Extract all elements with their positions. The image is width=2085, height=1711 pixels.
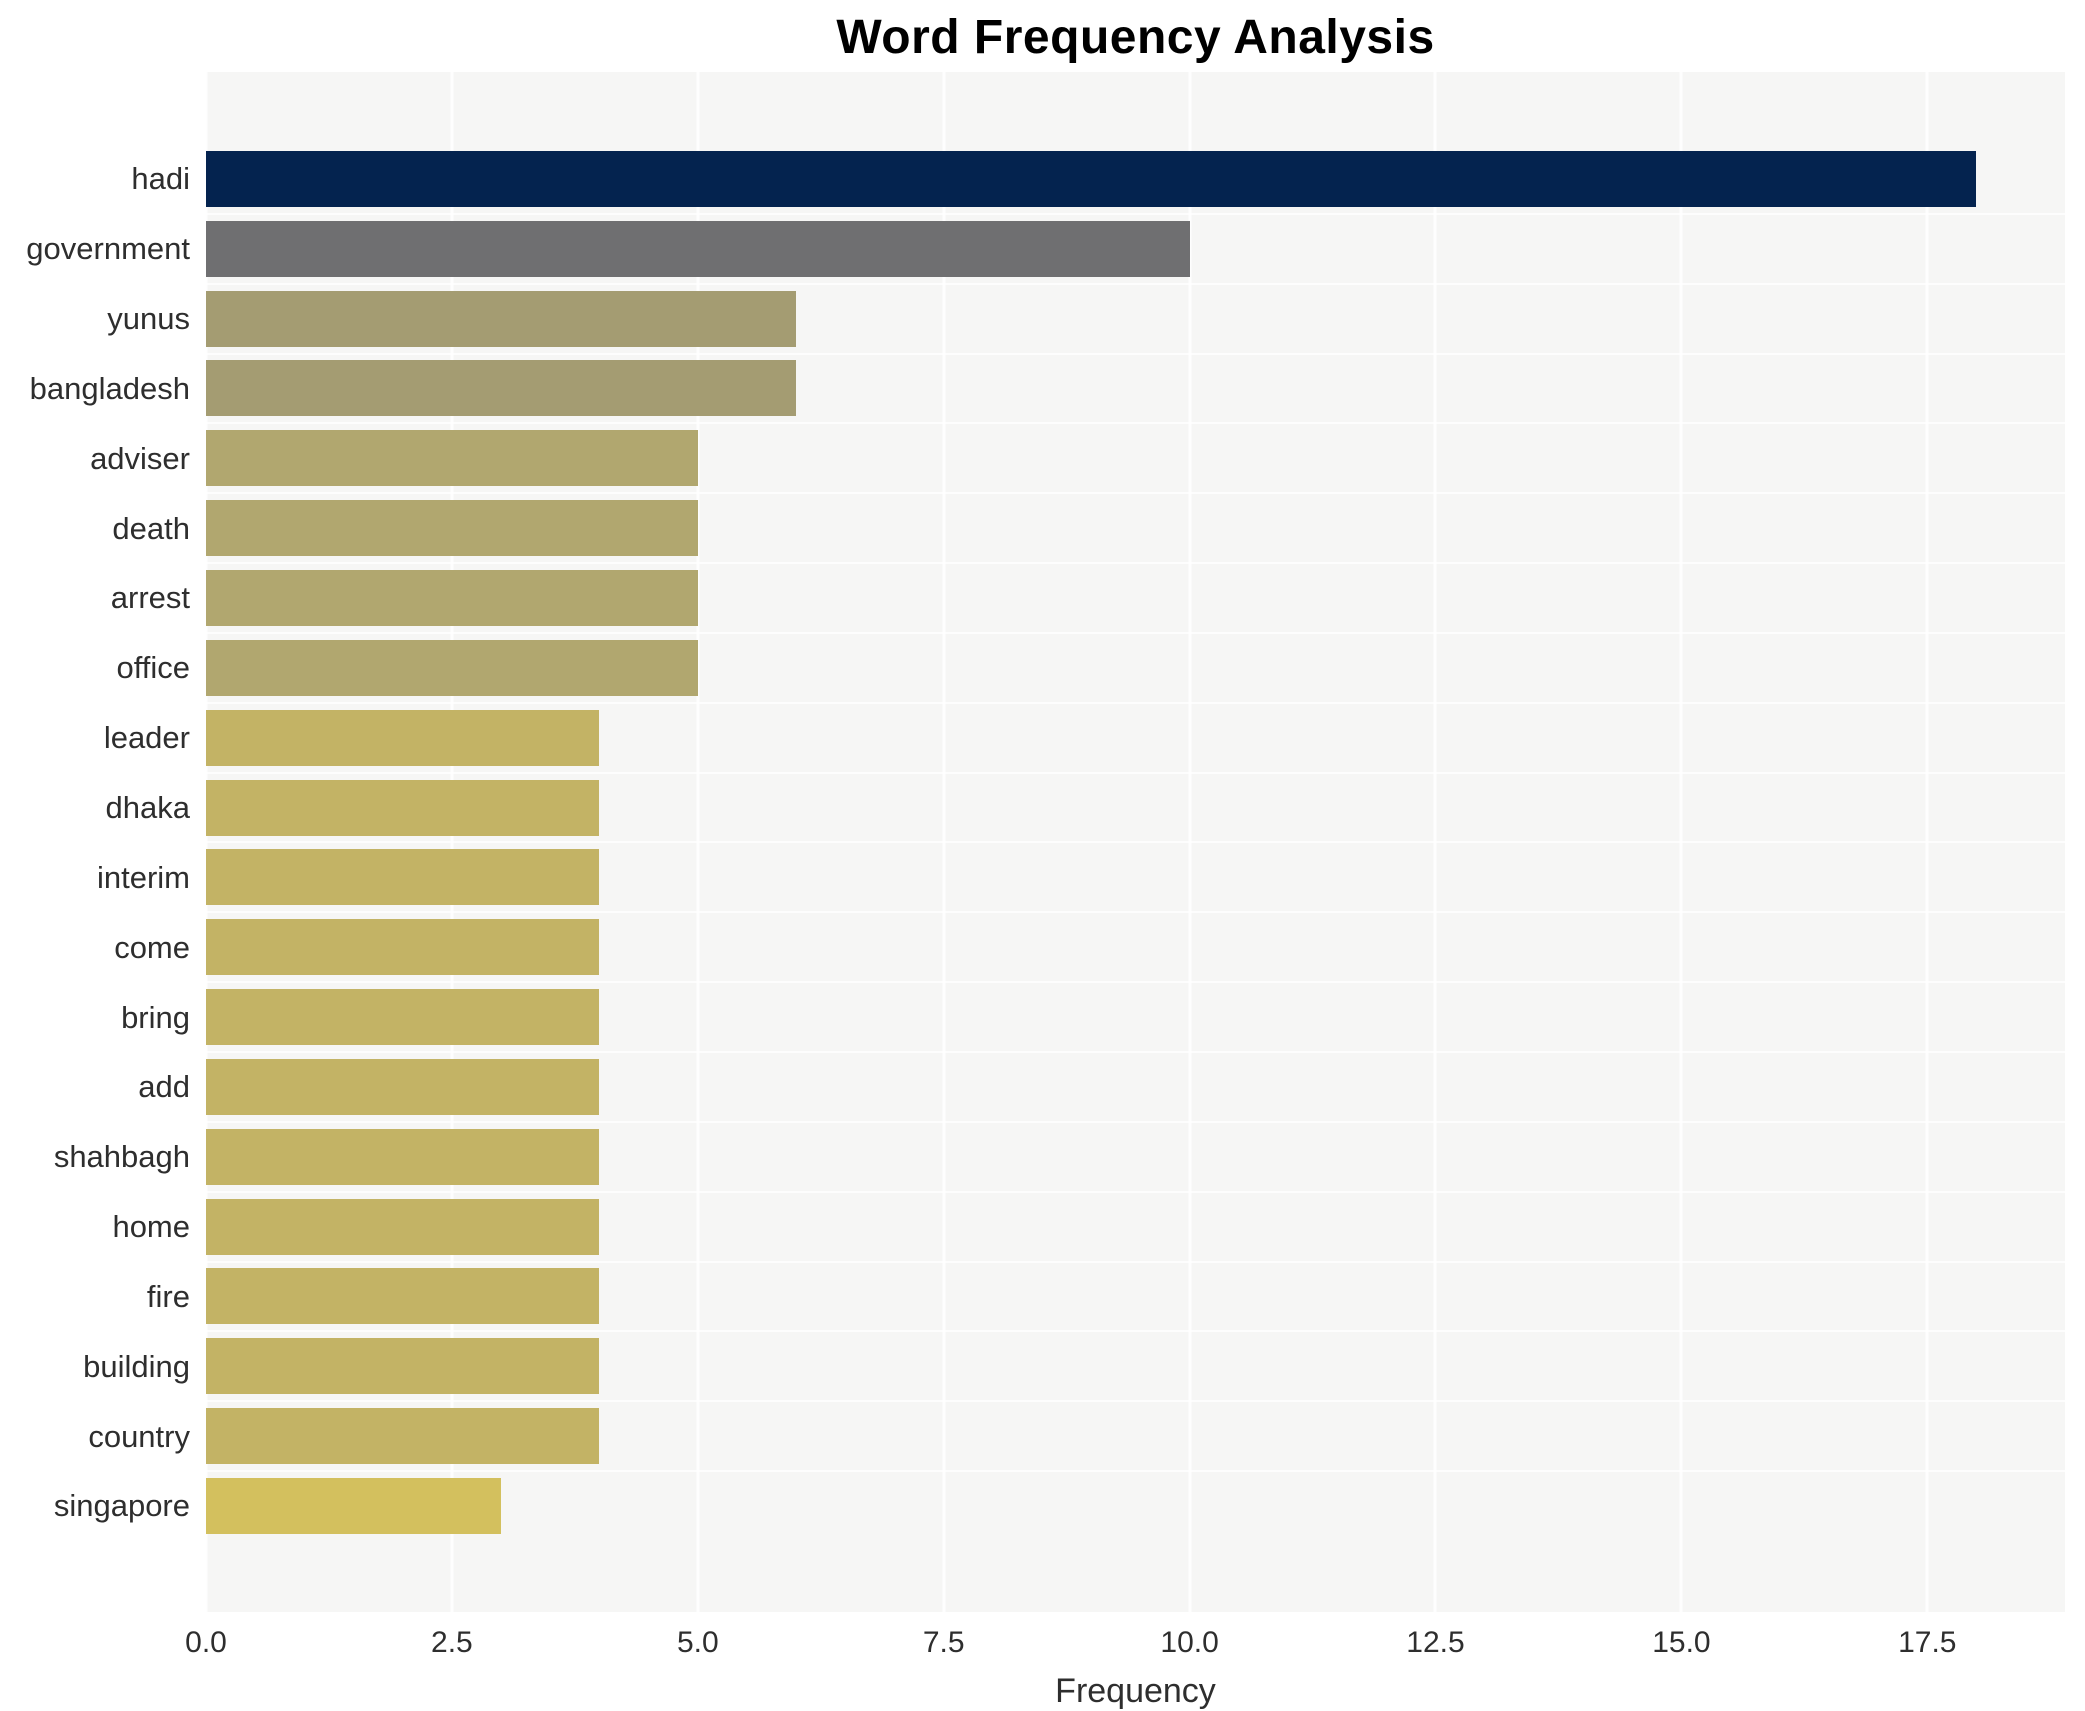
x-tick-label: 17.5 <box>1898 1626 1957 1659</box>
x-tick-label: 15.0 <box>1652 1626 1711 1659</box>
bar-row: arrest <box>111 562 2065 632</box>
y-tick-label: country <box>88 1418 190 1454</box>
bar-hadi <box>206 150 1977 207</box>
bar-country <box>206 1408 600 1465</box>
y-tick-label: hadi <box>131 161 190 197</box>
bar-singapore <box>206 1477 502 1534</box>
x-tick-label: 7.5 <box>922 1626 965 1659</box>
bar-row: fire <box>147 1260 2065 1331</box>
y-tick-label: come <box>114 929 190 965</box>
bar-row: home <box>112 1190 2065 1261</box>
y-tick-label: bring <box>121 999 190 1035</box>
bar-row: bangladesh <box>30 352 2065 423</box>
y-tick-label: building <box>83 1348 190 1384</box>
bar-fire <box>206 1268 600 1325</box>
bar-shahbagh <box>206 1128 600 1185</box>
y-tick-label: add <box>138 1069 190 1105</box>
y-tick-label: adviser <box>90 440 190 476</box>
y-tick-label: home <box>112 1209 190 1245</box>
bar-building <box>206 1338 600 1395</box>
y-tick-label: government <box>26 231 190 267</box>
y-tick-label: fire <box>146 1278 190 1314</box>
bar-government <box>206 220 1190 277</box>
bar-row: dhaka <box>106 771 2065 842</box>
x-tick-label: 10.0 <box>1160 1626 1219 1659</box>
bar-row: leader <box>104 701 2065 772</box>
bar-adviser <box>206 430 698 487</box>
bar-bring <box>206 989 600 1046</box>
bar-home <box>206 1198 600 1255</box>
bar-row: add <box>138 1050 2065 1121</box>
y-tick-label: shahbagh <box>53 1139 190 1175</box>
bar-row: shahbagh <box>54 1120 2065 1191</box>
x-tick-label: 5.0 <box>676 1626 719 1659</box>
bar-row: office <box>116 631 2065 702</box>
y-tick-label: singapore <box>53 1488 190 1524</box>
bar-office <box>206 639 698 696</box>
bar-add <box>206 1058 600 1115</box>
bar-row: death <box>112 492 2065 562</box>
bar-row: hadi <box>131 145 2065 213</box>
bar-row: government <box>26 212 2065 283</box>
y-tick-label: dhaka <box>105 790 190 826</box>
bar-bangladesh <box>206 360 797 417</box>
bar-row: come <box>114 911 2065 981</box>
y-tick-label: death <box>112 510 190 546</box>
bar-come <box>206 919 600 976</box>
x-axis-label: Frequency <box>1055 1672 1216 1710</box>
x-tick-label: 2.5 <box>431 1626 473 1659</box>
bar-row: country <box>88 1400 2065 1470</box>
chart-title: Word Frequency Analysis <box>836 11 1435 64</box>
bar-dhaka <box>206 779 600 836</box>
y-tick-label: bangladesh <box>29 370 190 406</box>
bar-row: interim <box>97 841 2065 911</box>
y-tick-label: yunus <box>107 301 190 337</box>
bar-yunus <box>206 290 797 347</box>
y-tick-label: interim <box>96 859 190 895</box>
x-tick-label: 0.0 <box>185 1626 227 1659</box>
y-tick-label: arrest <box>110 580 190 616</box>
bar-row: building <box>83 1330 2065 1400</box>
y-tick-label: office <box>116 650 190 686</box>
plot-area: hadi government yunus bangladesh adviser deat… <box>26 72 2065 1612</box>
bar-row: bring <box>121 981 2065 1051</box>
y-tick-label: leader <box>103 720 190 756</box>
bar-arrest <box>206 569 698 626</box>
bar-row: adviser <box>90 422 2065 492</box>
bars: hadi government yunus bangladesh adviser deat… <box>26 145 2065 1540</box>
bar-row: singapore <box>54 1470 2065 1540</box>
bar-leader <box>206 709 600 766</box>
bar-interim <box>206 849 600 906</box>
x-tick-label: 12.5 <box>1406 1626 1465 1659</box>
x-axis-ticks: 0.0 2.5 5.0 7.5 10.0 12.5 15.0 17.5 <box>185 1626 2065 1666</box>
bar-row: yunus <box>107 282 2065 353</box>
bar-death <box>206 500 698 557</box>
